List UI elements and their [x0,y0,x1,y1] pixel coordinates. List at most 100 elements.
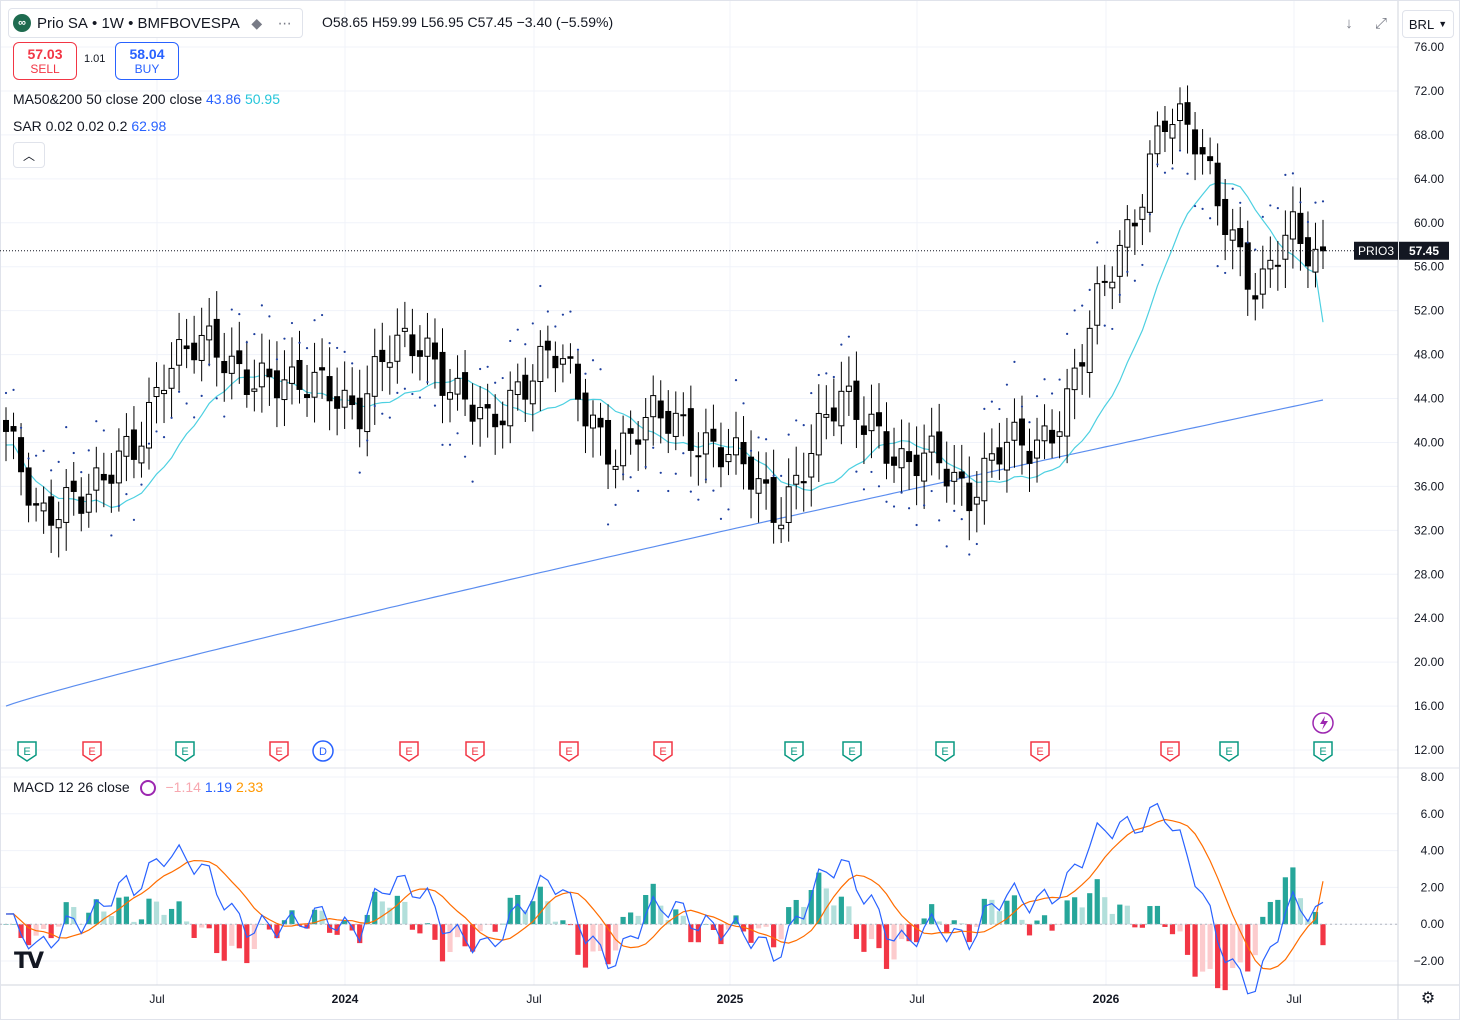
macd-hist-bar [48,924,54,939]
sar-dot [1013,360,1016,363]
collapse-legend-button[interactable]: ︿ [13,142,45,168]
sar-dot [313,319,316,322]
sar-dot [900,491,903,494]
candle-body [145,401,152,449]
settings-gear-icon[interactable]: ⚙ [1420,990,1436,1007]
macd-hist-bar [989,899,995,925]
candle-body [1086,327,1093,373]
macd-hist-bar [41,924,47,929]
candle-body [85,493,92,513]
sar-legend[interactable]: SAR 0.02 0.02 0.2 62.98 [13,118,166,134]
candle-body [1267,259,1274,270]
sar-dot [411,392,414,396]
candle-body [650,395,657,418]
sar-dot [825,372,828,375]
symbol-title[interactable]: ∞ Prio SA • 1W • BMFBOVESPA ◆ ⋯ [8,8,303,38]
macd-hist-bar [402,901,408,925]
sar-dot [351,362,354,365]
macd-hist-bar [266,924,272,930]
macd-hist-bar [921,918,927,925]
event-marker-letter: E [1166,746,1173,758]
earnings-marker [1313,741,1333,762]
earnings-marker [784,741,804,762]
macd-hist-bar [424,923,431,925]
fullscreen-icon[interactable]: ⤢ [1374,14,1387,32]
candle-body [176,339,183,366]
sar-dot [132,518,136,521]
event-marker-letter: E [941,746,948,758]
sar-dot [938,519,941,522]
candle-body [334,396,341,409]
ma-value-2: 50.95 [244,91,280,107]
sar-dot [862,488,866,491]
candle-body [379,349,386,363]
macd-hist-bar [771,924,777,948]
earnings-marker [82,741,102,762]
loading-icon [139,780,156,796]
macd-hist-bar [560,920,566,925]
macd-hist-bar [582,924,589,968]
sar-dot [1254,248,1257,251]
macd-hist-bar [846,906,852,925]
price-tick-label: 12.00 [1414,743,1444,757]
sar-dot [1111,327,1114,331]
earnings-marker [269,741,289,762]
candle-body [454,377,461,395]
sar-dot [584,372,587,375]
ma-legend[interactable]: MA50&200 50 close 200 close 43.86 50.95 [13,91,280,107]
macd-hist-bar [605,924,611,965]
candle-body [1034,439,1041,459]
candle-body [100,473,107,481]
paint-bucket-icon[interactable]: ◆ [251,14,263,31]
candle-body [680,414,687,417]
candle-body [597,417,604,428]
macd-hist-bar [319,910,325,925]
sar-dot [42,449,45,452]
sar-dot [381,412,384,415]
candle-body [1109,281,1116,289]
more-dots-icon[interactable]: ⋯ [277,14,292,31]
sar-dot [373,404,376,408]
sar-dot [1126,270,1129,273]
download-icon[interactable]: ↓ [1345,14,1353,32]
candle-body [1207,156,1214,162]
macd-hist-bar [477,924,483,932]
time-tick-label: Jul [1286,992,1301,1006]
sar-dot [1224,271,1227,275]
sar-dot [1216,265,1219,268]
candle-body [958,471,965,479]
event-marker-letter: E [848,746,855,758]
currency-selector[interactable]: BRL ▼ [1402,10,1454,38]
macd-legend[interactable]: MACD 12 26 close −1.14 1.19 2.33 [13,779,263,796]
macd-hist-bar [1230,924,1236,969]
candle-body [921,452,928,482]
candles [3,85,1326,558]
sar-dot [622,473,625,476]
sell-button[interactable]: 57.03 SELL [13,42,77,80]
sar-dot [253,332,256,336]
macd-hist-bar [695,924,701,943]
macd-hist-bar [289,910,295,925]
sar-dot [305,346,309,350]
candle-body [447,392,454,400]
sar-dot [546,310,549,313]
sar-dot [983,407,986,410]
candle-body [477,406,484,420]
macd-hist-bar [394,895,400,925]
sar-label: SAR 0.02 0.02 0.2 [13,118,128,134]
sar-dot [1081,304,1084,307]
sar-dot [712,489,715,492]
macd-histogram [3,867,1326,991]
buy-button[interactable]: 58.04 BUY [115,42,179,80]
candle-body [168,367,175,389]
candle-body [770,477,777,523]
macd-hist-bar [1019,919,1025,925]
earnings-marker [399,741,419,762]
macd-hist-bar [944,924,950,934]
candle-body [288,366,295,384]
price-tick-label: 16.00 [1414,699,1444,713]
candle-body [778,524,785,530]
candle-body [695,455,702,458]
